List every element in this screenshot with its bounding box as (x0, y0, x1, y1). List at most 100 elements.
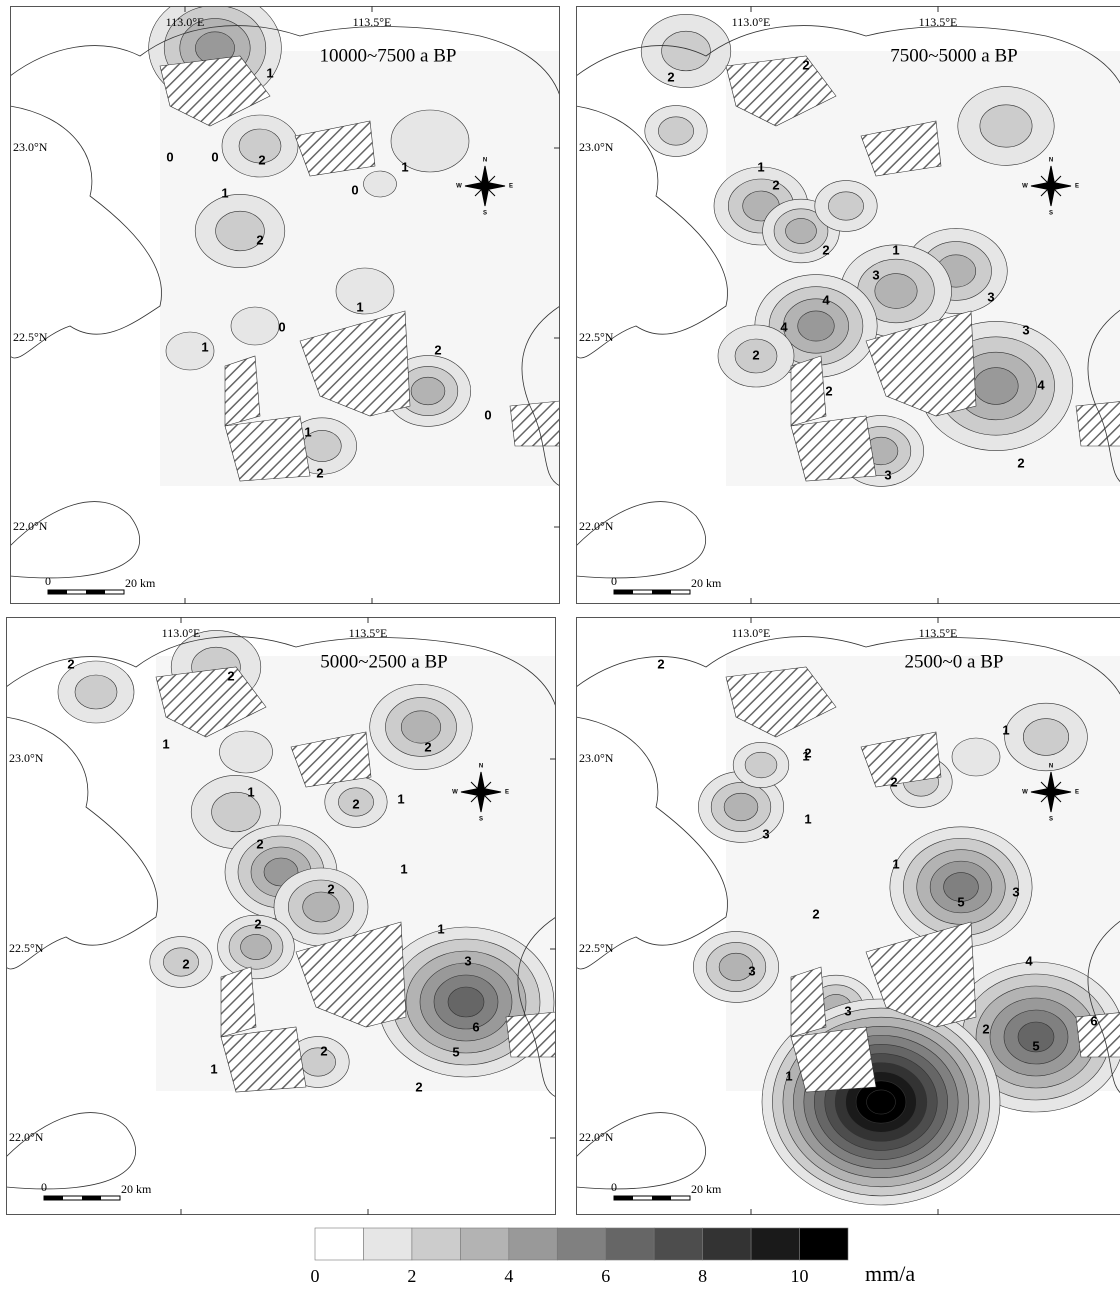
compass-letter: S (479, 817, 483, 823)
contour-label: 1 (210, 1061, 217, 1076)
contour-label: 2 (227, 668, 234, 683)
hatched-area (791, 416, 876, 481)
contour-band (658, 117, 693, 145)
scale-end: 20 km (125, 576, 156, 590)
scale-bar-seg (652, 1196, 671, 1200)
contour-label: 1 (266, 65, 273, 80)
contour-band (300, 1048, 335, 1076)
compass-letter: W (1022, 184, 1028, 190)
lon-label: 113.5°E (919, 15, 958, 29)
contour-label: 5 (957, 894, 964, 909)
colorbar-swatch (800, 1228, 848, 1260)
contour-label: 2 (415, 1079, 422, 1094)
scale-bar-seg (614, 590, 633, 594)
contour-label: 3 (844, 1003, 851, 1018)
contour-label: 6 (1090, 1013, 1097, 1028)
contour-label: 1 (304, 424, 311, 439)
hatched-area (791, 356, 826, 426)
contour-label: 2 (327, 881, 334, 896)
colorbar-swatch (557, 1228, 605, 1260)
hatched-area (1076, 1012, 1120, 1057)
contour-label: 5 (452, 1044, 459, 1059)
contour-label: 3 (884, 467, 891, 482)
map-body (10, 0, 560, 604)
scale-bar-seg (614, 1196, 633, 1200)
contour-label: 1 (1002, 722, 1009, 737)
lat-label: 22.5°N (579, 941, 614, 955)
contour-label: 0 (351, 182, 358, 197)
contour-label: 5 (1032, 1038, 1039, 1053)
contour-band (980, 105, 1032, 147)
colorbar-swatch (315, 1228, 363, 1260)
panel-title: 10000~7500 a BP (320, 45, 457, 66)
colorbar-swatch (509, 1228, 557, 1260)
contour-band (448, 987, 484, 1017)
contour-label: 1 (400, 861, 407, 876)
contour-label: 2 (822, 242, 829, 257)
map-body (576, 617, 1120, 1215)
hatched-area (506, 1012, 556, 1057)
compass-letter: E (509, 184, 513, 190)
panel-title: 7500~5000 a BP (890, 45, 1017, 66)
contour-band (336, 268, 394, 314)
compass-letter: N (483, 158, 487, 164)
map-body (6, 617, 556, 1215)
contour-label: 1 (757, 159, 764, 174)
contour-label: 2 (812, 906, 819, 921)
colorbar-tick-label: 4 (504, 1266, 513, 1286)
scale-start: 0 (41, 1180, 47, 1194)
contour-label: 1 (201, 339, 208, 354)
contour-band (220, 731, 273, 773)
contour-label: 0 (166, 149, 173, 164)
colorbar-swatch (703, 1228, 751, 1260)
contour-band (231, 307, 279, 345)
lat-label: 23.0°N (579, 140, 614, 154)
scale-start: 0 (45, 574, 51, 588)
lat-label: 22.5°N (579, 330, 614, 344)
contour-label: 2 (657, 656, 664, 671)
contour-label: 4 (1025, 953, 1033, 968)
contour-label: 2 (434, 342, 441, 357)
scale-bar-seg (86, 590, 105, 594)
contour-band (867, 1090, 896, 1114)
colorbar-swatch (460, 1228, 508, 1260)
hatched-area (221, 967, 256, 1037)
colorbar-tick-label: 0 (311, 1266, 320, 1286)
lon-label: 113.5°E (353, 15, 392, 29)
contour-band (745, 752, 777, 778)
compass-letter: N (1049, 764, 1053, 770)
contour-label: 2 (254, 916, 261, 931)
contour-label: 3 (872, 267, 879, 282)
contour-band (798, 311, 835, 341)
contour-label: 3 (464, 953, 471, 968)
colorbar-swatch (751, 1228, 799, 1260)
contour-label: 1 (437, 921, 444, 936)
contour-label: 0 (484, 407, 491, 422)
compass-letter: S (483, 211, 487, 217)
contour-label: 1 (804, 811, 811, 826)
scale-bar-seg (652, 590, 671, 594)
contour-label: 1 (785, 1068, 792, 1083)
contour-label: 3 (748, 963, 755, 978)
panel-title: 2500~0 a BP (905, 651, 1004, 672)
lat-label: 22.5°N (13, 330, 48, 344)
contour-label: 3 (1012, 884, 1019, 899)
lon-label: 113.0°E (162, 626, 201, 640)
compass-letter: W (1022, 790, 1028, 796)
lon-label: 113.0°E (732, 626, 771, 640)
contour-label: 2 (182, 956, 189, 971)
lon-label: 113.5°E (919, 626, 958, 640)
contour-label: 4 (780, 319, 788, 334)
contour-label: 6 (472, 1019, 479, 1034)
contour-band (662, 31, 711, 71)
scale-bar-seg (82, 1196, 101, 1200)
compass-letter: E (505, 790, 509, 796)
contour-label: 0 (278, 319, 285, 334)
contour-band (1023, 719, 1068, 756)
scale-start: 0 (611, 574, 617, 588)
contour-band (875, 274, 917, 309)
contour-label: 2 (258, 152, 265, 167)
